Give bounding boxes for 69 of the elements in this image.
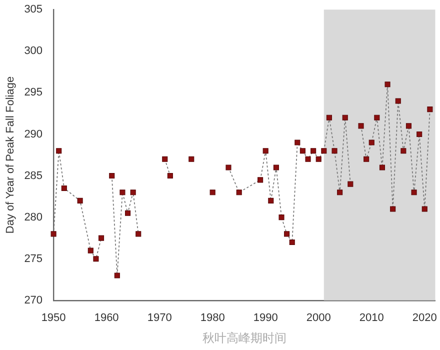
x-tick-label: 1950 (41, 312, 66, 324)
point (120, 190, 126, 196)
x-tick-label: 1980 (200, 312, 225, 324)
point (337, 190, 343, 196)
y-axis-title: Day of Year of Peak Fall Foliage (4, 76, 17, 234)
point (56, 148, 62, 154)
y-tick-label: 295 (24, 86, 43, 99)
point (210, 190, 216, 196)
point (342, 114, 348, 120)
x-tick-label: 2000 (306, 312, 331, 324)
point (258, 177, 264, 183)
point (268, 198, 274, 204)
point (310, 148, 316, 154)
point (358, 123, 364, 129)
point (374, 114, 380, 120)
point (88, 248, 94, 254)
point (416, 131, 422, 138)
point (124, 210, 131, 216)
x-axis-title: 秋叶高峰期时间 (202, 330, 286, 345)
point (395, 98, 401, 104)
y-tick-label: 280 (24, 211, 43, 224)
point (114, 272, 120, 278)
point (321, 148, 327, 154)
point (98, 235, 104, 241)
x-tick-label: 2010 (359, 312, 384, 324)
point (61, 185, 67, 192)
point (284, 231, 290, 237)
point (332, 148, 338, 154)
point (411, 190, 417, 196)
y-tick-label: 300 (24, 45, 43, 58)
point (348, 181, 354, 187)
point (130, 190, 136, 196)
point (273, 164, 279, 170)
point (278, 214, 284, 220)
point (162, 156, 168, 162)
y-tick-label: 290 (24, 128, 43, 140)
point (93, 256, 99, 262)
x-tick-label: 1970 (147, 312, 172, 324)
y-tick-label: 275 (24, 252, 43, 265)
point (364, 156, 370, 162)
point (136, 231, 142, 237)
point (406, 123, 412, 129)
x-tick-label: 2020 (412, 312, 437, 324)
point (226, 164, 232, 170)
point (50, 231, 56, 237)
x-tick-label: 1990 (253, 312, 278, 324)
point (188, 156, 194, 162)
y-tick-label: 285 (24, 170, 43, 182)
y-tick-label: 270 (24, 294, 43, 306)
point (379, 164, 385, 170)
point (77, 198, 83, 204)
y-tick-label: 305 (24, 4, 43, 16)
point (305, 156, 311, 162)
point (400, 148, 406, 154)
x-tick-label: 1960 (94, 312, 119, 324)
point (427, 106, 433, 112)
point (289, 239, 295, 246)
point (167, 172, 173, 179)
point (326, 114, 332, 120)
point (384, 82, 390, 88)
point (300, 148, 306, 154)
point (390, 206, 396, 212)
point (109, 172, 115, 179)
point (294, 140, 300, 146)
point (422, 206, 428, 212)
point (262, 148, 268, 154)
point (316, 156, 322, 162)
point (368, 140, 374, 146)
point (236, 190, 242, 196)
